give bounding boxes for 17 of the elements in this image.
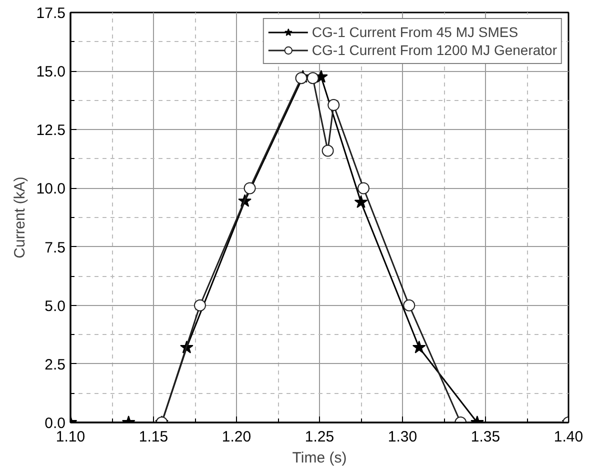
x-tick-label: 1.35: [470, 428, 500, 446]
y-tick-label: 12.5: [36, 122, 66, 140]
x-tick-label: 1.15: [138, 428, 168, 446]
y-tick-label: 17.5: [36, 5, 66, 22]
x-tick-label: 1.40: [554, 428, 584, 446]
legend-label: CG-1 Current From 1200 MJ Generator: [312, 41, 557, 59]
y-axis-title: Current (kA): [11, 176, 28, 258]
x-tick-label: 1.30: [388, 428, 418, 446]
x-tick-label: 1.25: [304, 428, 334, 446]
y-tick-label: 15.0: [36, 64, 66, 81]
x-tick-label: 1.20: [222, 428, 252, 446]
y-tick-label: 10.0: [36, 180, 66, 198]
y-tick-label: 5.0: [44, 298, 66, 315]
legend-label: CG-1 Current From 45 MJ SMES: [312, 23, 518, 41]
y-tick-label: 2.5: [44, 356, 66, 374]
x-axis-title: Time (s): [292, 450, 347, 466]
y-tick-label: 7.5: [44, 239, 66, 256]
